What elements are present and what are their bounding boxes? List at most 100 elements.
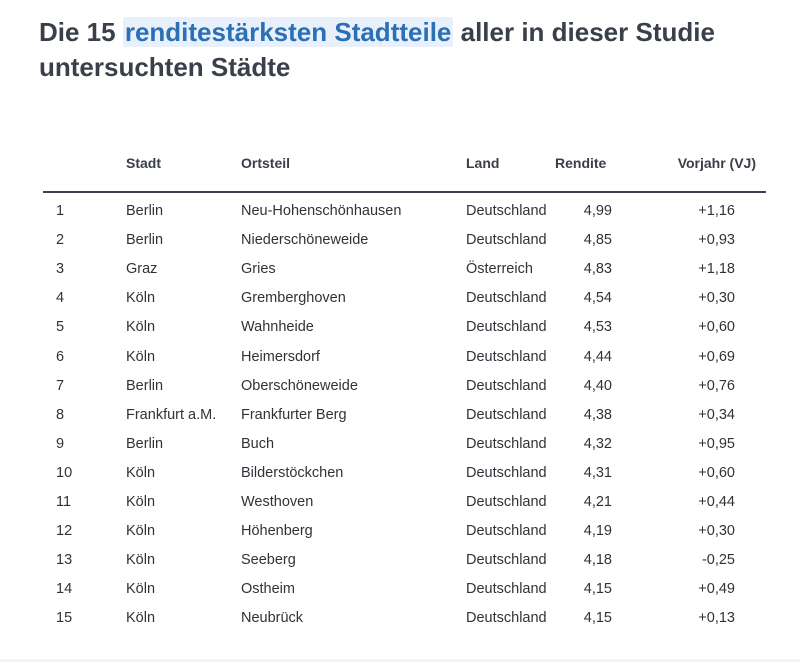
cell-rendite: 4,83	[583, 261, 612, 278]
header-land: Land	[466, 155, 500, 171]
cell-vorjahr: +0,44	[698, 494, 735, 510]
cell-land: Deutschland	[466, 464, 547, 481]
cell-rendite: 4,54	[583, 290, 612, 307]
cell-land: Deutschland	[466, 290, 547, 307]
cell-vorjahr: +0,93	[698, 232, 735, 249]
cell-ortsteil: Buch	[241, 435, 275, 452]
cell-rank: 5	[56, 319, 65, 336]
table-row: 7 Berlin Oberschöneweide Deutschland 4,40 +0,…	[0, 371, 800, 400]
cell-ortsteil: Westhoven	[241, 494, 314, 510]
cell-vorjahr: +0,69	[698, 348, 735, 365]
cell-rendite: 4,15	[583, 610, 612, 627]
cell-stadt: Köln	[126, 319, 156, 336]
cell-land: Deutschland	[466, 523, 547, 540]
table-row: 2 Berlin Niederschöneweide Deutschland 4,85 +…	[0, 225, 800, 254]
cell-land: Deutschland	[466, 377, 547, 394]
cell-stadt: Köln	[126, 610, 156, 627]
cell-land: Deutschland	[466, 319, 547, 336]
cell-ortsteil: Heimersdorf	[241, 348, 320, 365]
header-vorjahr: Vorjahr (VJ)	[677, 155, 756, 171]
cell-stadt: Köln	[126, 464, 156, 481]
cell-stadt: Berlin	[126, 435, 164, 452]
cell-rendite: 4,15	[583, 581, 612, 598]
cell-rendite: 4,53	[583, 319, 612, 336]
cell-stadt: Berlin	[126, 377, 164, 394]
cell-ortsteil: Neubrück	[241, 610, 304, 627]
cell-rendite: 4,21	[583, 494, 612, 510]
table-row: 10 Köln Bilderstöckchen Deutschland 4,31 +0,6…	[0, 458, 800, 487]
cell-land: Deutschland	[466, 581, 547, 598]
cell-rendite: 4,38	[583, 406, 612, 423]
cell-stadt: Köln	[126, 581, 156, 598]
cell-rank: 12	[56, 523, 73, 540]
cell-vorjahr: +0,34	[698, 406, 735, 423]
cell-vorjahr: +1,18	[698, 261, 735, 278]
cell-vorjahr: +0,49	[698, 581, 735, 598]
cell-rank: 4	[56, 290, 65, 307]
cell-rank: 2	[56, 232, 65, 249]
cell-land: Deutschland	[466, 435, 547, 452]
cell-ortsteil: Gremberghoven	[241, 290, 346, 307]
cell-rank: 3	[56, 261, 65, 278]
page-title: Die 15 renditestärksten Stadtteile aller…	[39, 15, 779, 85]
cell-ortsteil: Seeberg	[241, 552, 296, 569]
table-row: 4 Köln Gremberghoven Deutschland 4,54 +0,30	[0, 283, 800, 312]
cell-rank: 1	[56, 203, 65, 219]
cell-ortsteil: Niederschöneweide	[241, 232, 369, 249]
table-row: 12 Köln Höhenberg Deutschland 4,19 +0,30	[0, 516, 800, 545]
cell-stadt: Köln	[126, 348, 156, 365]
cell-ortsteil: Wahnheide	[241, 319, 314, 336]
cell-rendite: 4,85	[583, 232, 612, 249]
cell-land: Deutschland	[466, 552, 547, 569]
cell-stadt: Berlin	[126, 203, 164, 219]
cell-land: Deutschland	[466, 348, 547, 365]
cell-rendite: 4,44	[583, 348, 612, 365]
table-row: 6 Köln Heimersdorf Deutschland 4,44 +0,69	[0, 342, 800, 371]
cell-stadt: Köln	[126, 494, 156, 510]
table-row: 3 Graz Gries Österreich 4,83 +1,18	[0, 254, 800, 283]
table-row: 15 Köln Neubrück Deutschland 4,15 +0,13	[0, 603, 800, 632]
cell-ortsteil: Bilderstöckchen	[241, 464, 344, 481]
cell-rendite: 4,99	[583, 203, 612, 219]
title-suffix: aller in dieser Studie untersuchten Städ…	[39, 17, 715, 82]
table-row: 8 Frankfurt a.M. Frankfurter Berg Deutschla…	[0, 400, 800, 429]
cell-vorjahr: +0,30	[698, 290, 735, 307]
table-row: 5 Köln Wahnheide Deutschland 4,53 +0,60	[0, 312, 800, 341]
cell-rank: 7	[56, 377, 65, 394]
cell-vorjahr: +0,30	[698, 523, 735, 540]
cell-rendite: 4,19	[583, 523, 612, 540]
cell-stadt: Köln	[126, 523, 156, 540]
cell-stadt: Graz	[126, 261, 158, 278]
header-divider	[43, 191, 766, 193]
cell-vorjahr: +0,76	[698, 377, 735, 394]
header-ortsteil: Ortsteil	[241, 155, 291, 171]
cell-vorjahr: +0,60	[698, 319, 735, 336]
table-row: 13 Köln Seeberg Deutschland 4,18 -0,25	[0, 545, 800, 574]
table-row: 9 Berlin Buch Deutschland 4,32 +0,95	[0, 429, 800, 458]
table-row: 1 Berlin Neu-Hohenschönhausen Deutschland 4,…	[0, 196, 800, 225]
cell-rank: 9	[56, 435, 65, 452]
cell-rendite: 4,18	[583, 552, 612, 569]
cell-vorjahr: +0,13	[698, 610, 735, 627]
cell-land: Deutschland	[466, 406, 547, 423]
cell-rank: 11	[56, 494, 72, 510]
cell-ortsteil: Ostheim	[241, 581, 295, 598]
cell-land: Deutschland	[466, 610, 547, 627]
cell-vorjahr: +1,16	[698, 203, 735, 219]
cell-land: Deutschland	[466, 203, 547, 219]
cell-rank: 8	[56, 406, 65, 423]
table-row: 11 Köln Westhoven Deutschland 4,21 +0,44	[0, 487, 800, 516]
cell-rank: 15	[56, 610, 73, 627]
cell-stadt: Köln	[126, 552, 156, 569]
bottom-divider	[0, 659, 800, 662]
cell-rendite: 4,40	[583, 377, 612, 394]
cell-land: Deutschland	[466, 494, 547, 510]
cell-ortsteil: Neu-Hohenschönhausen	[241, 203, 402, 219]
cell-ortsteil: Oberschöneweide	[241, 377, 358, 394]
cell-rank: 10	[56, 464, 73, 481]
cell-rank: 14	[56, 581, 73, 598]
cell-vorjahr: +0,95	[698, 435, 735, 452]
cell-land: Österreich	[466, 261, 533, 278]
cell-rank: 13	[56, 552, 73, 569]
header-stadt: Stadt	[126, 155, 161, 171]
